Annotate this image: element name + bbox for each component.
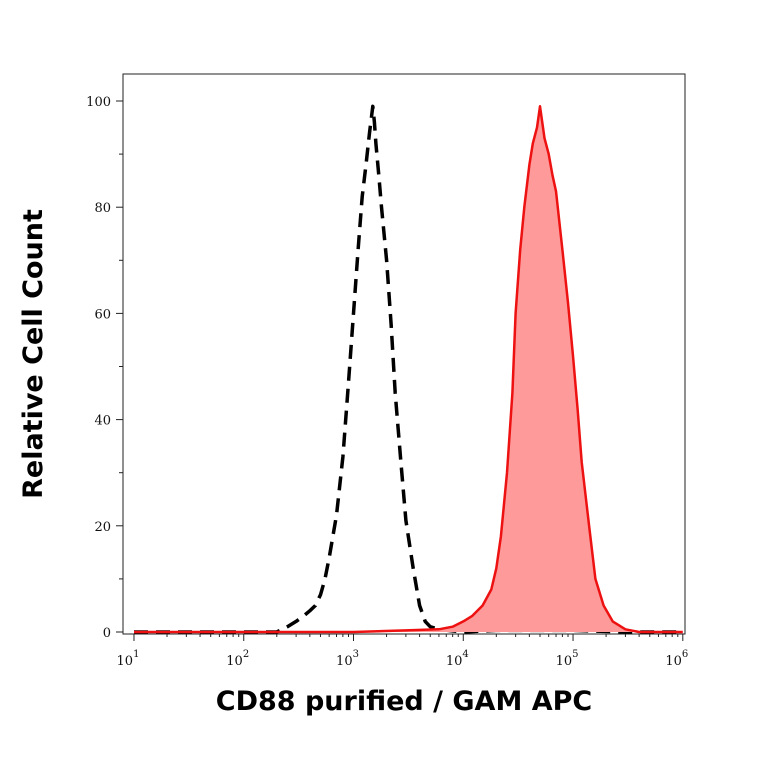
y-tick-label: 100: [86, 95, 111, 110]
x-tick-label: 101: [117, 649, 140, 669]
series-1-line: [134, 105, 683, 634]
x-axis-title: CD88 purified / GAM APC: [216, 686, 592, 717]
x-tick-label: 102: [226, 649, 249, 669]
x-tick-label: 106: [665, 649, 688, 669]
series-0-line: [134, 104, 683, 634]
x-axis-ticks: 101 102 103 104 105 106: [117, 634, 688, 669]
series-1-area: [134, 106, 683, 633]
x-tick-label: 103: [336, 649, 359, 669]
y-tick-label: 80: [94, 201, 111, 216]
y-tick-label: 60: [94, 307, 111, 322]
y-axis-title: Relative Cell Count: [18, 209, 49, 499]
x-minor-ticks: [166, 634, 679, 637]
y-tick-label: 20: [94, 520, 111, 535]
x-tick-label: 105: [556, 649, 579, 669]
y-tick-label: 0: [103, 626, 111, 641]
y-axis-ticks: 0 20 40 60 80 100: [86, 95, 123, 641]
y-tick-label: 40: [94, 414, 111, 429]
x-tick-label: 104: [446, 649, 469, 669]
series-layer: [134, 104, 683, 634]
plot-frame: [122, 73, 686, 635]
